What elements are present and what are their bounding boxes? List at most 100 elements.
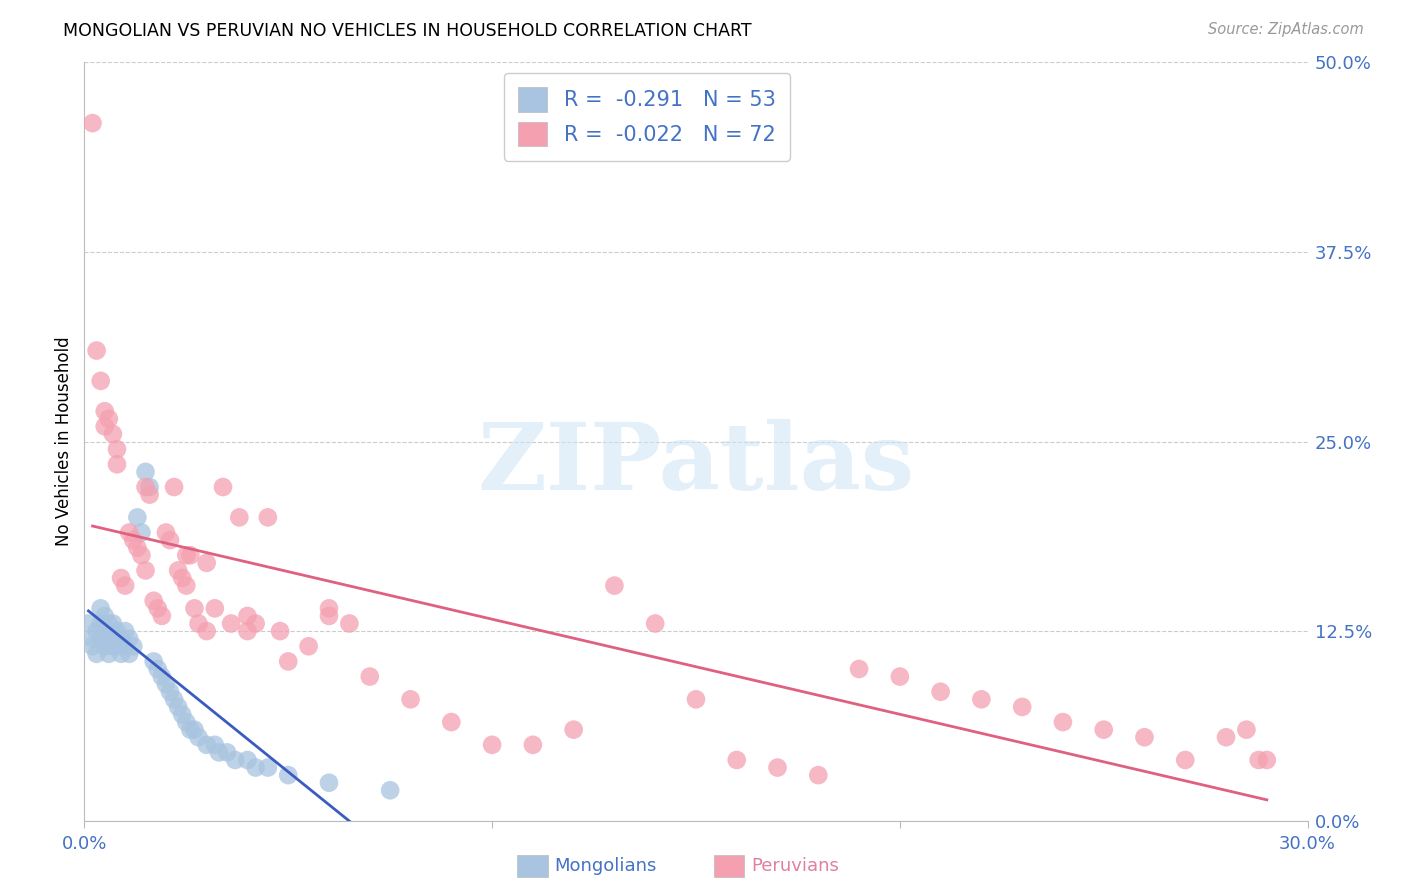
Point [159, 685, 181, 699]
Point [298, 639, 321, 653]
Point [127, 510, 149, 524]
Point [118, 525, 141, 540]
Point [110, 571, 132, 585]
Point [1174, 753, 1197, 767]
Legend: R =  -0.291   N = 53, R =  -0.022   N = 72: R = -0.291 N = 53, R = -0.022 N = 72 [503, 73, 790, 161]
Point [90, 632, 112, 646]
Point [86, 624, 108, 639]
Point [101, 427, 124, 442]
Point [481, 738, 503, 752]
Point [208, 746, 231, 760]
Point [399, 692, 422, 706]
Point [440, 715, 463, 730]
Point [228, 510, 250, 524]
Point [224, 753, 246, 767]
Point [105, 624, 128, 639]
Point [101, 632, 124, 646]
Point [105, 458, 128, 472]
Point [122, 533, 145, 548]
Point [318, 601, 340, 615]
Point [146, 601, 169, 615]
Point [97, 632, 120, 646]
Point [93, 639, 115, 653]
Point [522, 738, 544, 752]
Point [848, 662, 870, 676]
Point [142, 655, 165, 669]
Point [1133, 730, 1156, 744]
Point [163, 692, 186, 706]
Point [766, 760, 789, 774]
Point [1215, 730, 1237, 744]
Point [135, 480, 157, 494]
Point [105, 442, 128, 457]
Point [163, 480, 186, 494]
Point [195, 624, 218, 639]
Point [245, 760, 267, 774]
Point [174, 548, 197, 563]
Point [179, 548, 201, 563]
Point [204, 601, 226, 615]
Point [212, 480, 235, 494]
Point [131, 548, 153, 563]
Point [97, 412, 120, 426]
Point [97, 616, 120, 631]
Point [155, 525, 177, 540]
Point [90, 374, 112, 388]
Point [150, 608, 173, 623]
Point [93, 624, 115, 639]
Point [277, 655, 299, 669]
Point [114, 579, 136, 593]
Point [277, 768, 299, 782]
Point [269, 624, 291, 639]
Point [114, 639, 136, 653]
Point [138, 480, 160, 494]
Point [1011, 699, 1033, 714]
Point [138, 487, 160, 501]
Point [1236, 723, 1258, 737]
Point [187, 730, 209, 744]
Point [77, 616, 100, 631]
Point [159, 533, 181, 548]
Point [172, 707, 194, 722]
Point [236, 624, 259, 639]
Point [135, 564, 157, 578]
Point [257, 760, 280, 774]
Point [807, 768, 830, 782]
Point [245, 616, 267, 631]
Point [644, 616, 666, 631]
Point [110, 647, 132, 661]
Point [118, 632, 141, 646]
Point [174, 715, 197, 730]
Point [187, 616, 209, 631]
Point [97, 647, 120, 661]
Point [142, 594, 165, 608]
Point [122, 639, 145, 653]
Point [970, 692, 993, 706]
Text: ZIPatlas: ZIPatlas [478, 419, 914, 509]
Point [90, 616, 112, 631]
Point [114, 624, 136, 639]
Point [135, 465, 157, 479]
Point [90, 601, 112, 615]
Point [236, 608, 259, 623]
Point [167, 564, 190, 578]
Point [86, 647, 108, 661]
Text: Peruvians: Peruvians [751, 857, 839, 875]
Point [339, 616, 361, 631]
Point [118, 647, 141, 661]
Point [93, 419, 115, 434]
Point [82, 116, 104, 130]
FancyBboxPatch shape [713, 855, 745, 877]
Point [685, 692, 707, 706]
Point [131, 525, 153, 540]
Point [86, 343, 108, 358]
Point [183, 723, 205, 737]
Point [82, 639, 104, 653]
Point [93, 404, 115, 418]
Point [105, 639, 128, 653]
Point [380, 783, 402, 797]
Point [929, 685, 952, 699]
Point [174, 579, 197, 593]
Point [183, 601, 205, 615]
Point [318, 608, 340, 623]
